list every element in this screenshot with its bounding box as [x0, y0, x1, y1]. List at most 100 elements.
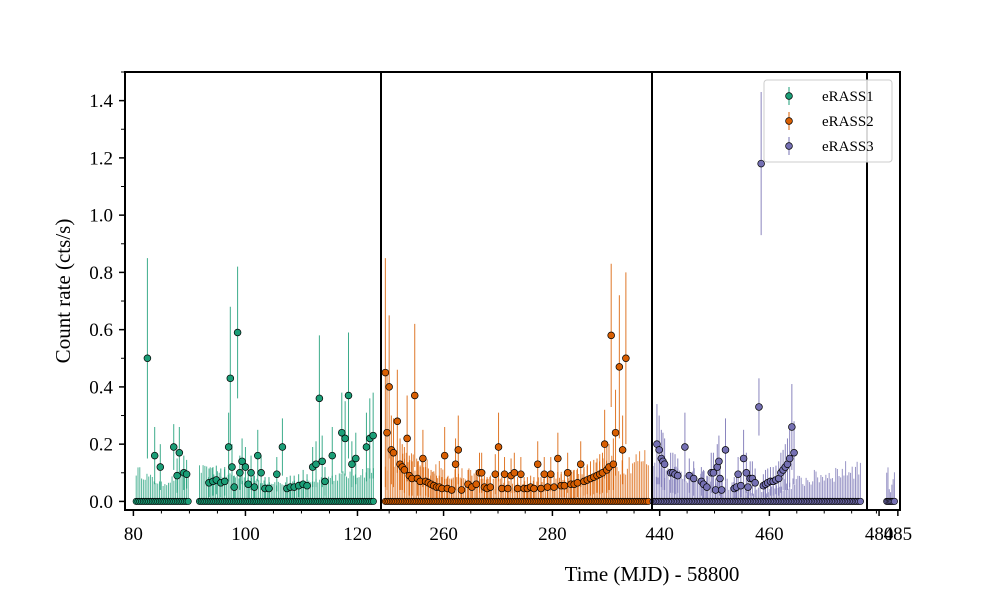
data-point — [689, 474, 698, 483]
y-tick-label: 1.4 — [89, 91, 113, 112]
y-tick-label: 0.0 — [89, 492, 113, 513]
data-point — [472, 480, 480, 488]
data-point — [477, 469, 486, 477]
data-point — [622, 354, 630, 363]
data-point — [184, 497, 192, 505]
x-tick-label: 485 — [884, 524, 913, 545]
data-point — [328, 451, 337, 460]
y-tick-label: 0.4 — [89, 377, 113, 398]
x-tick-label: 260 — [429, 524, 458, 545]
data-point — [494, 443, 503, 451]
data-point — [560, 481, 569, 490]
data-point — [150, 451, 159, 460]
x-tick-label: 280 — [538, 524, 567, 545]
y-tick-label: 0.8 — [89, 263, 113, 284]
data-point — [513, 484, 522, 493]
data-point — [238, 457, 246, 466]
y-tick-label: 1.0 — [89, 206, 113, 227]
data-point — [739, 454, 748, 463]
axes-frame — [124, 71, 901, 511]
x-tick-label: 480 — [865, 524, 894, 545]
markers-erass1 — [132, 328, 377, 505]
data-point — [600, 440, 609, 448]
x-tick-label: 440 — [645, 524, 674, 545]
data-point — [220, 477, 229, 486]
data-point — [655, 446, 663, 454]
legend-swatch — [785, 142, 793, 150]
data-point — [236, 469, 244, 477]
data-point — [573, 479, 582, 487]
data-point — [303, 481, 311, 490]
data-point — [230, 483, 238, 491]
data-point — [537, 484, 545, 493]
data-point — [486, 483, 495, 491]
data-point — [540, 470, 549, 478]
data-point — [241, 463, 250, 471]
data-point — [156, 463, 165, 471]
data-point — [338, 428, 346, 437]
data-point — [389, 448, 398, 457]
axis-ticks: 0.0 0.2 0.4 0.6 0.8 1.0 1.2 1.4 80 100 120 260 280 44… — [89, 71, 913, 545]
data-point — [554, 454, 562, 463]
data-point — [257, 469, 265, 477]
legend-swatch — [785, 117, 793, 125]
data-point — [315, 394, 324, 403]
data-point — [611, 428, 620, 437]
x-axis-label: Time (MJD) - 58800 — [565, 562, 740, 586]
data-point — [674, 471, 682, 480]
data-point — [169, 443, 178, 451]
data-point — [755, 403, 763, 411]
data-point — [785, 454, 794, 463]
data-point — [607, 331, 615, 340]
data-point — [533, 460, 542, 468]
data-point — [715, 457, 723, 466]
data-point — [510, 469, 519, 477]
data-point — [278, 443, 287, 451]
y-tick-label: 0.6 — [89, 320, 113, 341]
data-point — [224, 443, 233, 451]
panel-frames — [124, 71, 901, 511]
data-point — [737, 481, 745, 490]
data-point — [742, 469, 751, 477]
markers-erass2 — [381, 331, 652, 505]
x-tick-label: 100 — [231, 524, 260, 545]
data-point — [457, 486, 466, 494]
y-axis-label: Count rate (cts/s) — [51, 219, 75, 364]
data-point — [369, 497, 377, 505]
data-point — [703, 483, 711, 491]
data-point — [143, 354, 152, 363]
data-point — [716, 474, 724, 483]
data-point — [451, 460, 460, 468]
data-point — [362, 443, 371, 451]
data-point — [182, 470, 191, 478]
data-point — [618, 446, 627, 454]
data-point — [173, 471, 181, 480]
data-point — [318, 457, 326, 466]
x-tick-label: 120 — [343, 524, 372, 545]
data-point — [790, 448, 798, 457]
data-point — [681, 443, 689, 451]
data-point — [419, 454, 427, 463]
data-point — [228, 463, 236, 471]
data-point — [757, 159, 765, 168]
data-point — [856, 497, 864, 505]
data-point — [369, 431, 377, 440]
data-point — [254, 451, 262, 460]
data-point — [312, 460, 320, 468]
data-point — [660, 460, 669, 468]
data-point — [344, 391, 353, 400]
data-point — [341, 434, 349, 443]
legend-box — [763, 79, 893, 163]
data-point — [454, 446, 463, 454]
data-point — [547, 470, 555, 478]
legend: eRASS1 eRASS2 eRASS3 — [763, 79, 893, 163]
data-point — [550, 483, 558, 491]
data-point — [400, 466, 409, 474]
data-point — [709, 469, 718, 477]
data-point — [543, 483, 552, 491]
data-point — [250, 483, 259, 491]
data-point — [233, 328, 242, 337]
data-point — [440, 451, 449, 460]
data-point — [175, 448, 184, 457]
